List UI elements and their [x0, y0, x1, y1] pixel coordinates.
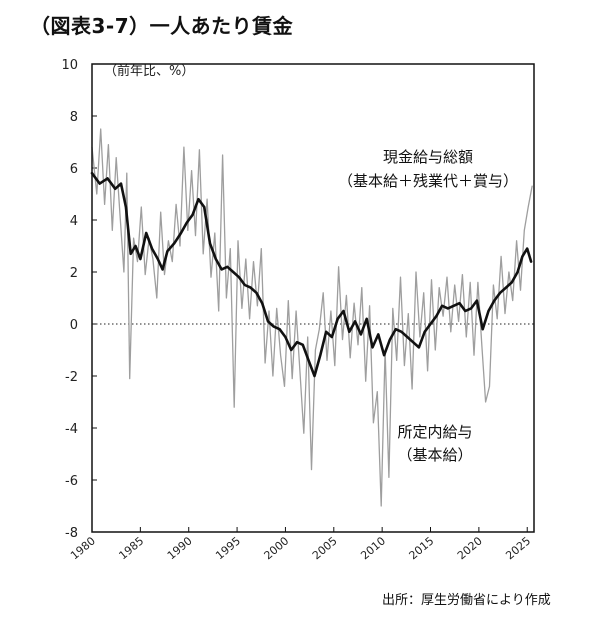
- plot-frame: [91, 63, 535, 533]
- x-tick-label: 1995: [213, 534, 243, 562]
- x-tick-label: 1990: [165, 534, 195, 562]
- y-tick-label: 2: [70, 266, 78, 281]
- y-tick-label: -8: [65, 526, 78, 541]
- y-tick-label: 6: [70, 162, 78, 177]
- y-tick-label: -4: [65, 422, 78, 437]
- x-tick-label: 2020: [455, 534, 485, 562]
- annotation-base-salary: 所定内給与 （基本給）: [397, 423, 472, 464]
- x-tick-label: 2025: [503, 534, 533, 562]
- y-tick-label: 8: [70, 110, 78, 125]
- source-note: 出所：厚生労働省により作成: [382, 593, 551, 608]
- y-tick-label: 0: [70, 318, 78, 333]
- series-base-salary-line: [90, 171, 533, 378]
- annotation-total-wages-line2: （基本給＋残業代＋賞与）: [338, 172, 518, 190]
- x-tick-label: 2015: [407, 534, 437, 562]
- y-tick-label: -6: [65, 474, 78, 489]
- y-unit-label: （前年比、%）: [104, 63, 194, 79]
- x-tick-label: 2010: [358, 534, 388, 562]
- x-tick-label: 2005: [310, 534, 340, 562]
- y-tick-label: 4: [70, 214, 78, 229]
- chart-title: （図表3-7）一人あたり賃金: [30, 14, 294, 38]
- x-tick-label: 1985: [116, 534, 146, 562]
- y-tick-label: 10: [61, 58, 78, 73]
- annotation-base-salary-line2: （基本給）: [397, 446, 472, 464]
- series-total-wages-line: [91, 128, 533, 507]
- annotation-total-wages: 現金給与総額 （基本給＋残業代＋賞与）: [338, 148, 518, 190]
- annotation-total-wages-line1: 現金給与総額: [383, 148, 473, 166]
- x-tick-label: 2000: [262, 534, 292, 562]
- y-tick-label: -2: [65, 370, 78, 385]
- annotation-base-salary-line1: 所定内給与: [397, 423, 472, 441]
- series-layer: [90, 128, 533, 507]
